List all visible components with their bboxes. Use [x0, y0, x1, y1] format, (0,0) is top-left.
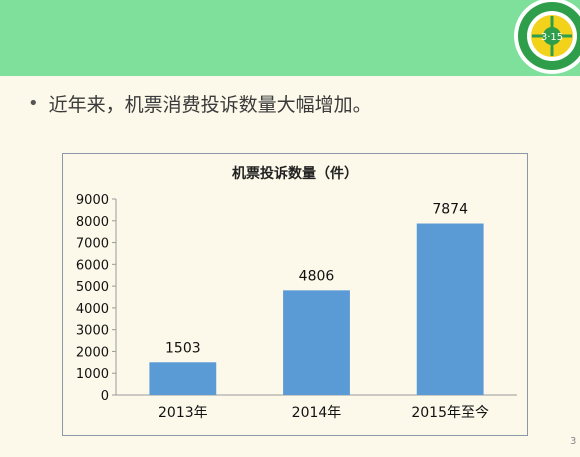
- y-tick-label: 3000: [76, 324, 109, 339]
- chart-canvas: 机票投诉数量（件） 0 1000 2000 3000 4000 5000 6000 7000 8…: [76, 165, 517, 421]
- header-band: [0, 0, 580, 76]
- page-number: 3: [570, 436, 577, 447]
- y-tick-label: 1000: [76, 367, 109, 382]
- y-tick-label: 6000: [76, 258, 109, 273]
- x-category-label: 2013年: [158, 405, 208, 421]
- logo-center-text: 3·15: [541, 32, 563, 43]
- chart-title: 机票投诉数量（件）: [232, 165, 358, 182]
- y-tick-label: 5000: [76, 280, 109, 295]
- y-tick-label: 7000: [76, 237, 109, 252]
- x-category-label: 2015年至今: [411, 405, 489, 421]
- bullet-text: 近年来，机票消费投诉数量大幅增加。: [48, 93, 372, 116]
- y-tick-label: 4000: [76, 302, 109, 317]
- bar-value-label: 4806: [299, 268, 335, 284]
- bar-value-label: 1503: [165, 340, 201, 356]
- complaints-bar-chart: 机票投诉数量（件） 0 1000 2000 3000 4000 5000 6000 7000 8…: [62, 153, 528, 436]
- bar-1: [149, 362, 217, 395]
- bar-2: [283, 290, 350, 395]
- bullet-dot-icon: •: [28, 92, 39, 114]
- y-tick-label: 8000: [76, 215, 109, 230]
- y-tick-label: 0: [101, 389, 109, 404]
- y-tick-label: 2000: [76, 345, 109, 360]
- x-category-label: 2014年: [292, 405, 342, 421]
- bar-value-label: 7874: [432, 202, 468, 218]
- bar-3: [416, 223, 484, 395]
- bullet-point: • 近年来，机票消费投诉数量大幅增加。: [28, 90, 372, 116]
- consumer-association-logo: 3·15: [512, 0, 580, 76]
- y-tick-label: 9000: [76, 193, 109, 208]
